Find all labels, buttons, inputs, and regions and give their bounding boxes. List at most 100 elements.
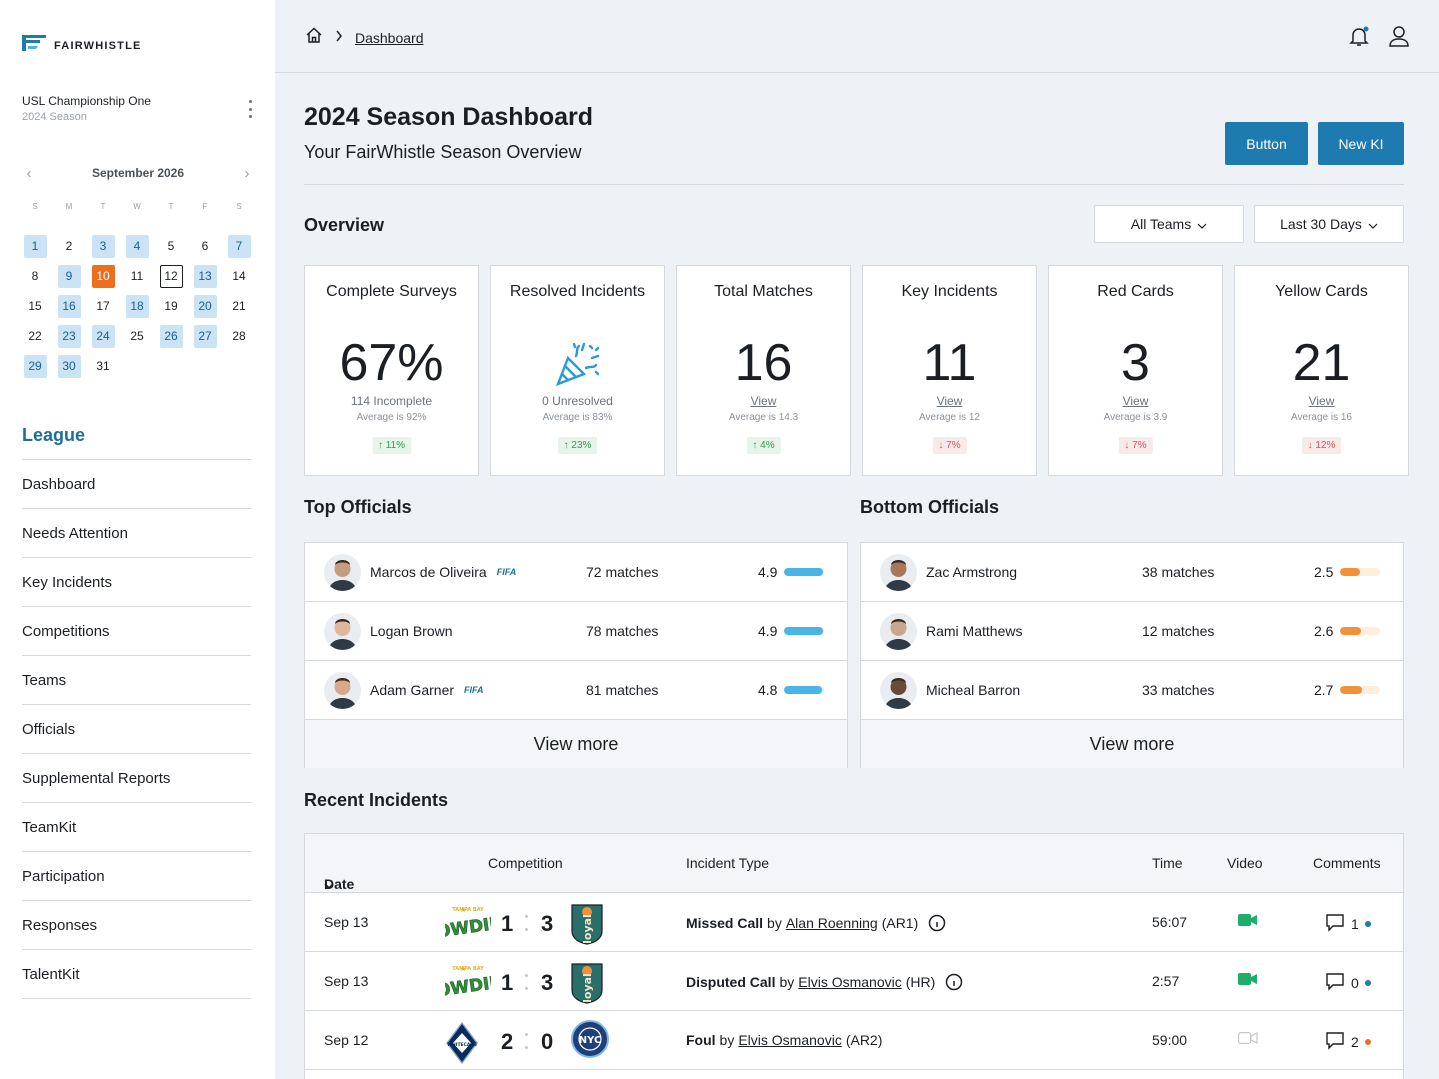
stat-view-link[interactable]: View bbox=[936, 394, 963, 408]
calendar-day-6[interactable]: 6 bbox=[201, 239, 209, 253]
nav-item-needs-attention[interactable]: Needs Attention bbox=[22, 509, 251, 558]
avatar bbox=[880, 612, 917, 650]
official-row[interactable]: Marcos de Oliveira FIFA 72 matches 4.9 bbox=[305, 543, 847, 602]
table-row[interactable]: Sep 13 TAMPA BAY ROWDIES 1 3 loyal Disputed Ca… bbox=[305, 952, 1403, 1011]
avatar bbox=[324, 612, 361, 650]
calendar-day-22[interactable]: 22 bbox=[28, 329, 42, 343]
bottom-officials-view-more[interactable]: View more bbox=[861, 720, 1403, 768]
prev-month-icon[interactable]: ‹ bbox=[26, 164, 32, 182]
page-title: 2024 Season Dashboard bbox=[304, 103, 594, 131]
comments-cell[interactable]: 0 bbox=[1325, 971, 1371, 994]
calendar-day-3[interactable]: 3 bbox=[91, 234, 115, 258]
primary-button[interactable]: Button bbox=[1225, 122, 1308, 165]
calendar-day-30[interactable]: 30 bbox=[57, 354, 81, 378]
calendar-day: 15 bbox=[18, 291, 52, 321]
logo[interactable]: FAIRWHISTLE bbox=[22, 34, 142, 57]
more-options-icon[interactable] bbox=[246, 100, 254, 118]
incident-type-header: Incident Type bbox=[686, 855, 770, 871]
notification-bell-icon[interactable] bbox=[1347, 24, 1371, 53]
calendar-day-19[interactable]: 19 bbox=[164, 299, 178, 313]
stat-view-link[interactable]: View bbox=[1308, 394, 1335, 408]
stat-average: Average is 3.9 bbox=[1103, 412, 1168, 423]
calendar-day-15[interactable]: 15 bbox=[28, 299, 42, 313]
comment-status-dot bbox=[1364, 920, 1371, 927]
nav-item-officials[interactable]: Officials bbox=[22, 705, 251, 754]
calendar-day-28[interactable]: 28 bbox=[232, 329, 246, 343]
nav-item-teamkit[interactable]: TeamKit bbox=[22, 803, 251, 852]
home-icon[interactable] bbox=[305, 26, 323, 49]
away-score: 0 bbox=[541, 1029, 554, 1054]
official-rating: 2.7 bbox=[1314, 682, 1334, 698]
calendar-day-16[interactable]: 16 bbox=[57, 294, 81, 318]
official-link[interactable]: Elvis Osmanovic bbox=[738, 1032, 842, 1048]
calendar-day-14[interactable]: 14 bbox=[232, 269, 246, 283]
official-row[interactable]: Logan Brown 78 matches 4.9 bbox=[305, 602, 847, 661]
calendar-day: 1 bbox=[18, 231, 52, 261]
calendar-day-4[interactable]: 4 bbox=[125, 234, 149, 258]
svg-text:TAMPA BAY: TAMPA BAY bbox=[452, 907, 484, 913]
rating-bar bbox=[1340, 568, 1380, 576]
stat-card-yellow-cards: Yellow Cards 21 View Average is 16 ↓ 12% bbox=[1234, 265, 1409, 476]
weekday-label: T bbox=[168, 202, 174, 211]
calendar-day-1[interactable]: 1 bbox=[23, 234, 47, 258]
calendar-day-7[interactable]: 7 bbox=[227, 234, 251, 258]
info-icon[interactable] bbox=[928, 914, 946, 932]
nav-item-competitions[interactable]: Competitions bbox=[22, 607, 251, 656]
official-row[interactable]: Rami Matthews 12 matches 2.6 bbox=[861, 602, 1403, 661]
stat-view-link[interactable]: View bbox=[750, 394, 777, 408]
calendar-day-29[interactable]: 29 bbox=[23, 354, 47, 378]
table-row[interactable]: Sep 12 WHITECAPS 2 0 NYC Foul by Elvis Osmanovi… bbox=[305, 1011, 1403, 1070]
calendar-day-24[interactable]: 24 bbox=[91, 324, 115, 348]
breadcrumb-current[interactable]: Dashboard bbox=[355, 29, 424, 46]
nav-item-participation[interactable]: Participation bbox=[22, 852, 251, 901]
official-row[interactable]: Micheal Barron 33 matches 2.7 bbox=[861, 661, 1403, 720]
calendar-day-13[interactable]: 13 bbox=[193, 264, 217, 288]
svg-text:NYC: NYC bbox=[579, 1035, 602, 1046]
video-camera-icon[interactable] bbox=[1238, 972, 1258, 989]
calendar-day-21[interactable]: 21 bbox=[232, 299, 246, 313]
table-row[interactable]: Sep 13 TAMPA BAY ROWDIES 1 3 loyal Missed Call… bbox=[305, 893, 1403, 952]
calendar-day-23[interactable]: 23 bbox=[57, 324, 81, 348]
official-row[interactable]: Adam Garner FIFA 81 matches 4.8 bbox=[305, 661, 847, 720]
calendar-day-11[interactable]: 11 bbox=[130, 269, 144, 283]
calendar-day-8[interactable]: 8 bbox=[31, 269, 39, 283]
nav-item-responses[interactable]: Responses bbox=[22, 901, 251, 950]
calendar-day-10[interactable]: 10 bbox=[91, 264, 115, 288]
calendar-day-17[interactable]: 17 bbox=[96, 299, 110, 313]
calendar-day-25[interactable]: 25 bbox=[130, 329, 144, 343]
nav-item-supplemental-reports[interactable]: Supplemental Reports bbox=[22, 754, 251, 803]
nav-item-talentkit[interactable]: TalentKit bbox=[22, 950, 251, 999]
stat-change-badge: ↑ 4% bbox=[746, 437, 781, 454]
calendar-day-31[interactable]: 31 bbox=[96, 359, 110, 373]
next-month-icon[interactable]: › bbox=[244, 164, 250, 182]
official-rating: 4.9 bbox=[758, 564, 778, 580]
date-range-dropdown[interactable]: Last 30 Days bbox=[1254, 205, 1404, 243]
user-profile-icon[interactable] bbox=[1387, 24, 1411, 53]
info-icon[interactable] bbox=[945, 973, 963, 991]
calendar-day-12[interactable]: 12 bbox=[159, 264, 183, 288]
official-row[interactable]: Zac Armstrong 38 matches 2.5 bbox=[861, 543, 1403, 602]
comments-cell[interactable]: 2 bbox=[1325, 1030, 1371, 1053]
nav-item-dashboard[interactable]: Dashboard bbox=[22, 460, 251, 509]
calendar-day-5[interactable]: 5 bbox=[167, 239, 175, 253]
calendar-day-27[interactable]: 27 bbox=[193, 324, 217, 348]
new-ki-button[interactable]: New KI bbox=[1318, 122, 1404, 165]
top-officials-view-more[interactable]: View more bbox=[305, 720, 847, 768]
nav-item-key-incidents[interactable]: Key Incidents bbox=[22, 558, 251, 607]
official-link[interactable]: Alan Roenning bbox=[785, 915, 878, 931]
calendar-day: 19 bbox=[154, 291, 188, 321]
stat-change-value: 12% bbox=[1315, 440, 1336, 451]
calendar-day-2[interactable]: 2 bbox=[65, 239, 73, 253]
league-selector[interactable]: USL Championship One 2024 Season bbox=[22, 94, 258, 123]
stat-view-link[interactable]: View bbox=[1122, 394, 1149, 408]
nav-item-teams[interactable]: Teams bbox=[22, 656, 251, 705]
score-separator bbox=[525, 915, 529, 931]
official-link[interactable]: Elvis Osmanovic bbox=[798, 974, 902, 990]
calendar-day-9[interactable]: 9 bbox=[57, 264, 81, 288]
calendar-day-18[interactable]: 18 bbox=[125, 294, 149, 318]
calendar-day-26[interactable]: 26 bbox=[159, 324, 183, 348]
teams-filter-dropdown[interactable]: All Teams bbox=[1094, 205, 1244, 243]
video-camera-icon[interactable] bbox=[1238, 913, 1258, 930]
comments-cell[interactable]: 1 bbox=[1325, 912, 1371, 935]
calendar-day-20[interactable]: 20 bbox=[193, 294, 217, 318]
